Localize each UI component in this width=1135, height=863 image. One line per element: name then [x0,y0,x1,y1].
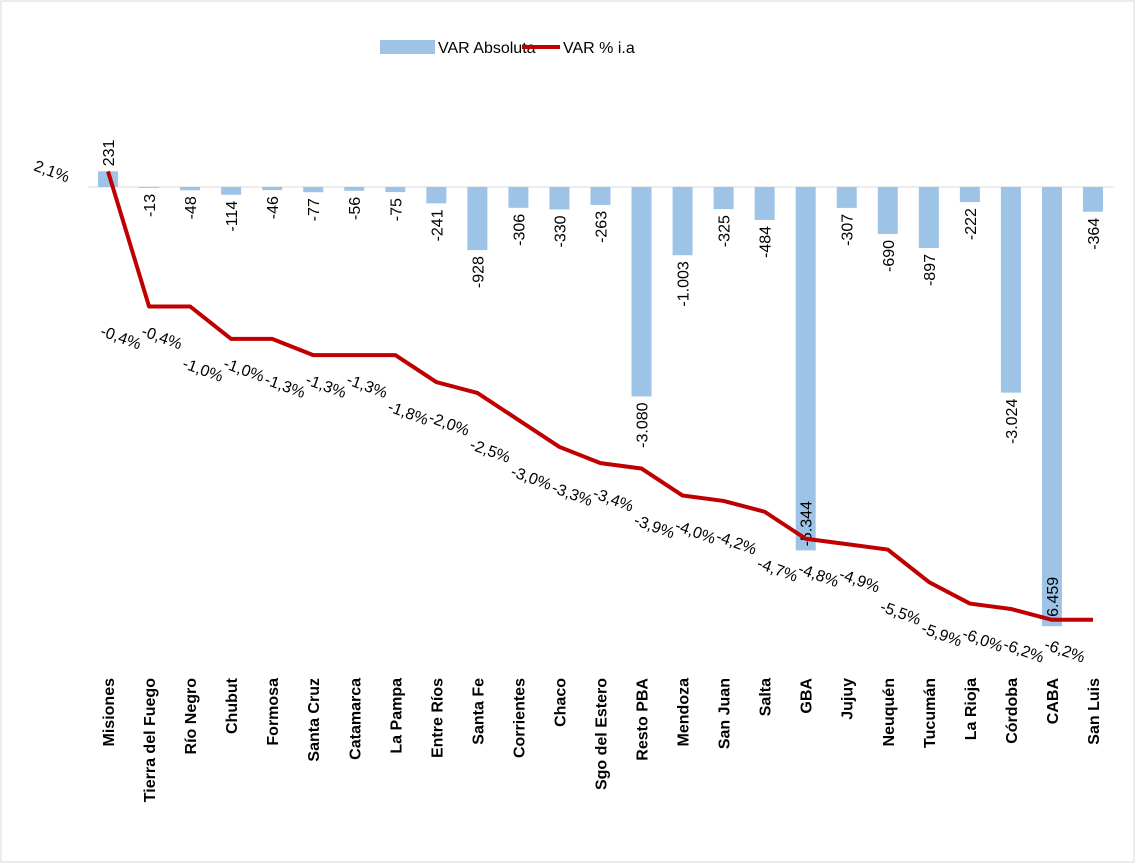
bar [426,187,447,204]
x-tick-label: Chubut [224,677,241,734]
bar [385,187,406,193]
bar-value-label: -306 [511,214,528,246]
x-tick-label: Córdoba [1004,678,1021,744]
bar [754,187,775,220]
bar-value-label: -263 [594,211,611,243]
bar-value-label: -928 [470,256,487,288]
bar-value-label: -330 [552,215,569,247]
x-tick-label: La Rioja [963,678,980,740]
bar [959,187,980,203]
bar [344,187,365,191]
bar [713,187,734,210]
bar-value-label: -56 [347,197,364,220]
bar-value-label: -6.459 [1045,577,1062,622]
x-tick-label: Misiones [101,678,118,747]
bar-value-label: -325 [717,215,734,247]
x-tick-label: Tierra del Fuego [142,678,159,802]
x-tick-label: Sgo del Estero [594,678,611,790]
x-tick-label: Corrientes [511,678,528,758]
bar [1082,187,1103,212]
bar [672,187,693,256]
bar-value-label: -690 [881,240,898,272]
bar-value-label: -77 [306,198,323,221]
legend-label: VAR % i.a [563,40,635,57]
bar [303,187,324,193]
x-tick-label: Salta [758,678,775,716]
bar-value-label: -241 [429,209,446,241]
bar [877,187,898,234]
bar-value-label: -364 [1086,218,1103,250]
bar [836,187,857,208]
x-tick-label: GBA [799,678,816,714]
bar-value-label: -48 [183,196,200,219]
bar [631,187,652,397]
legend-swatch [380,40,435,54]
x-tick-label: La Pampa [388,678,405,754]
x-tick-label: Resto PBA [635,678,652,761]
x-tick-label: Formosa [265,678,282,746]
bar [590,187,611,205]
bar [467,187,488,251]
bar [221,187,242,195]
bar-value-label: -46 [265,196,282,219]
x-tick-label: Entre Ríos [429,678,446,758]
x-tick-label: Mendoza [676,678,693,747]
line [106,170,1093,622]
bar-value-label: -307 [840,214,857,246]
bar-value-label: 231 [101,139,118,166]
x-tick-label: Santa Fe [470,678,487,745]
bar [1041,187,1062,627]
x-tick-label: Neuquén [881,678,898,746]
bar [262,187,283,191]
x-tick-label: Tucumán [922,678,939,748]
bar [1000,187,1021,393]
bar-value-label: -3.024 [1004,399,1021,444]
bar [795,187,816,551]
bar-value-label: -222 [963,208,980,240]
x-tick-label: Río Negro [183,678,200,755]
x-tick-label: Jujuy [840,678,857,720]
bar [180,187,201,191]
bar-value-label: -897 [922,254,939,286]
bar-value-label: -1.003 [676,261,693,306]
legend-label: VAR Absoluta [438,40,536,57]
bar-value-label: -75 [388,198,405,221]
x-tick-label: CABA [1045,678,1062,725]
x-tick-label: Catamarca [347,678,364,760]
x-tick-label: San Luis [1086,678,1103,745]
x-tick-label: Santa Cruz [306,678,323,762]
bar-value-label: -13 [142,194,159,217]
bar-value-label: -3.080 [635,402,652,447]
x-tick-label: San Juan [717,678,734,749]
bar [139,187,160,188]
bar-value-label: -484 [758,226,775,258]
bar [918,187,939,248]
bar [549,187,570,210]
bar-value-label: -114 [224,201,241,232]
bar [508,187,529,208]
x-tick-label: Chaco [552,678,569,727]
